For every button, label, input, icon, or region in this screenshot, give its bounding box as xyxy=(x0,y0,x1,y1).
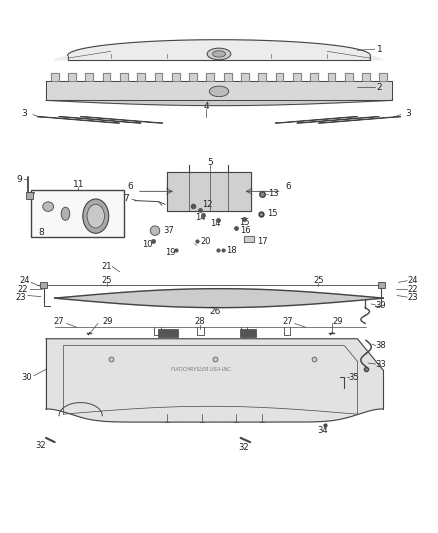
Ellipse shape xyxy=(87,204,104,228)
Text: 1: 1 xyxy=(377,45,382,54)
Polygon shape xyxy=(137,74,145,81)
Text: 29: 29 xyxy=(333,317,343,326)
Polygon shape xyxy=(189,74,197,81)
Polygon shape xyxy=(244,236,254,241)
Text: 26: 26 xyxy=(209,307,220,316)
Polygon shape xyxy=(328,74,336,81)
Polygon shape xyxy=(155,74,162,81)
Polygon shape xyxy=(206,74,214,81)
Ellipse shape xyxy=(83,199,109,233)
Text: 3: 3 xyxy=(405,109,411,118)
Text: 37: 37 xyxy=(164,226,174,235)
Polygon shape xyxy=(241,74,249,81)
Text: 15: 15 xyxy=(239,217,249,227)
Polygon shape xyxy=(120,74,128,81)
Polygon shape xyxy=(55,289,383,308)
Polygon shape xyxy=(37,117,120,123)
Text: 5: 5 xyxy=(208,158,213,167)
FancyBboxPatch shape xyxy=(31,190,124,238)
Polygon shape xyxy=(310,74,318,81)
Polygon shape xyxy=(275,117,357,123)
Text: FIAT/CHRYSLER USA-INC.: FIAT/CHRYSLER USA-INC. xyxy=(171,367,232,372)
Text: 20: 20 xyxy=(200,237,211,246)
Ellipse shape xyxy=(212,51,226,57)
Text: 30: 30 xyxy=(21,373,32,382)
Polygon shape xyxy=(81,117,163,123)
Text: 22: 22 xyxy=(407,285,417,294)
Text: 24: 24 xyxy=(407,276,417,285)
Bar xyxy=(26,191,33,199)
Polygon shape xyxy=(51,74,59,81)
Text: 25: 25 xyxy=(101,276,112,285)
Text: 18: 18 xyxy=(226,246,237,255)
Text: 9: 9 xyxy=(16,175,22,184)
Polygon shape xyxy=(293,74,301,81)
Text: 16: 16 xyxy=(240,226,251,235)
Polygon shape xyxy=(258,74,266,81)
Text: 32: 32 xyxy=(35,441,46,450)
Ellipse shape xyxy=(150,226,160,236)
Text: 27: 27 xyxy=(54,317,64,326)
Text: 12: 12 xyxy=(202,200,212,209)
Text: 34: 34 xyxy=(318,425,328,434)
Text: 10: 10 xyxy=(142,240,153,249)
Bar xyxy=(40,282,47,288)
Polygon shape xyxy=(55,39,383,60)
Text: 3: 3 xyxy=(21,109,27,118)
Text: 17: 17 xyxy=(257,237,268,246)
Ellipse shape xyxy=(209,86,229,96)
Ellipse shape xyxy=(61,207,70,220)
Polygon shape xyxy=(224,74,232,81)
Text: 23: 23 xyxy=(16,293,26,302)
Text: 14: 14 xyxy=(195,214,205,222)
Polygon shape xyxy=(46,81,392,100)
Polygon shape xyxy=(85,74,93,81)
Polygon shape xyxy=(68,74,76,81)
Text: 13: 13 xyxy=(268,189,279,198)
Ellipse shape xyxy=(43,202,53,212)
Text: 39: 39 xyxy=(375,301,386,310)
Bar xyxy=(378,282,385,288)
Polygon shape xyxy=(362,74,370,81)
Text: 38: 38 xyxy=(375,341,386,350)
Bar xyxy=(240,329,256,337)
Polygon shape xyxy=(59,117,141,123)
Polygon shape xyxy=(345,74,353,81)
Text: 32: 32 xyxy=(239,443,249,452)
Polygon shape xyxy=(46,100,392,106)
Text: 6: 6 xyxy=(127,182,133,191)
Text: 7: 7 xyxy=(123,195,129,204)
Polygon shape xyxy=(276,74,283,81)
Ellipse shape xyxy=(207,48,231,60)
Polygon shape xyxy=(167,172,251,211)
Text: 28: 28 xyxy=(194,317,205,326)
Text: 19: 19 xyxy=(165,248,176,257)
Text: 2: 2 xyxy=(377,83,382,92)
Polygon shape xyxy=(318,117,401,123)
Text: 33: 33 xyxy=(375,360,386,369)
Polygon shape xyxy=(46,339,383,422)
Text: 27: 27 xyxy=(283,317,293,326)
Polygon shape xyxy=(172,74,180,81)
Text: 24: 24 xyxy=(19,276,30,285)
Text: 8: 8 xyxy=(39,228,45,237)
Polygon shape xyxy=(102,74,110,81)
Text: 35: 35 xyxy=(349,373,359,382)
Text: 4: 4 xyxy=(203,102,209,111)
Text: 25: 25 xyxy=(313,276,324,285)
Text: 21: 21 xyxy=(101,262,112,271)
Polygon shape xyxy=(379,74,387,81)
Text: 6: 6 xyxy=(285,182,291,191)
Text: 14: 14 xyxy=(210,219,221,228)
Text: 15: 15 xyxy=(268,209,278,218)
Text: 29: 29 xyxy=(102,317,113,326)
Bar xyxy=(158,329,178,337)
Polygon shape xyxy=(297,117,379,123)
Text: 23: 23 xyxy=(407,293,418,302)
Text: 11: 11 xyxy=(73,180,84,189)
Text: 22: 22 xyxy=(17,285,28,294)
